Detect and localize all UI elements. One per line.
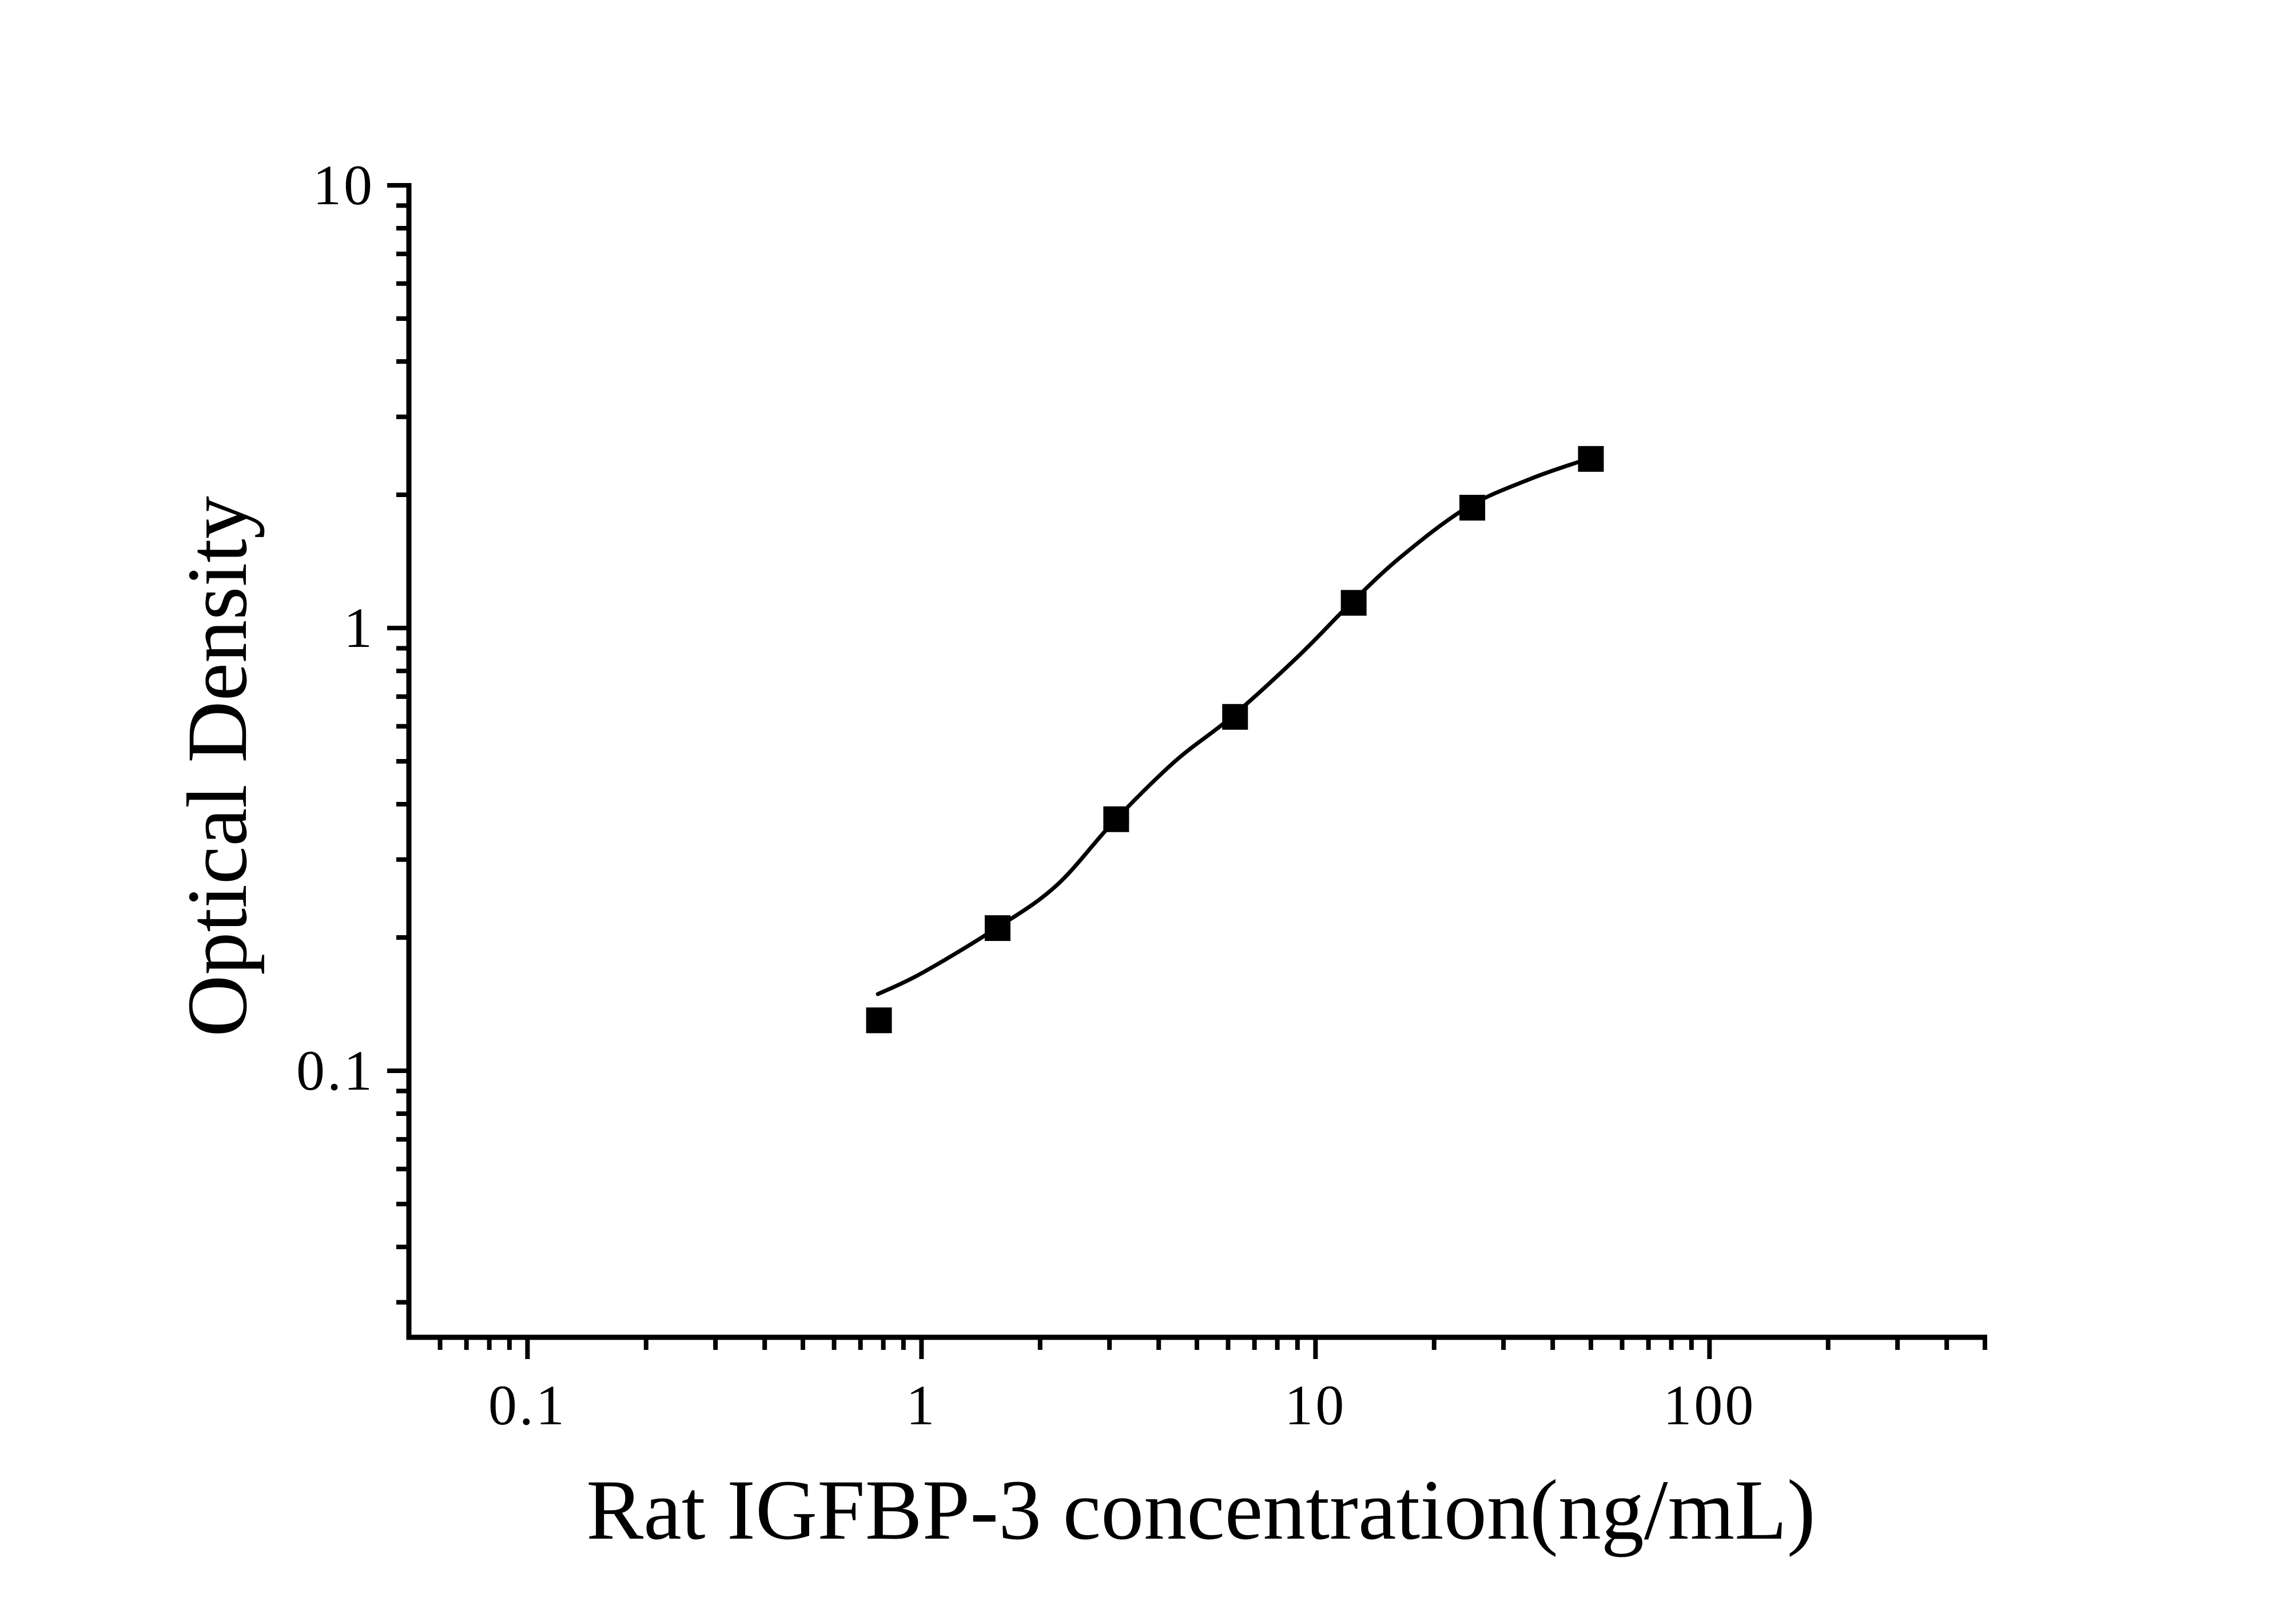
y-axis-major-ticks <box>387 183 409 1074</box>
y-tick-label: 0.1 <box>296 1039 375 1102</box>
data-point-marker <box>1340 590 1367 616</box>
y-axis-title: Optical Density <box>170 496 265 1037</box>
data-point-marker <box>1222 704 1248 730</box>
x-axis-major-ticks <box>525 1337 1712 1359</box>
data-point-marker <box>1103 806 1129 832</box>
data-point-marker <box>866 1007 892 1034</box>
x-tick-label: 100 <box>1663 1373 1756 1437</box>
data-point-marker <box>984 915 1010 941</box>
x-axis-title: Rat IGFBP-3 concentration(ng/mL) <box>586 1463 1816 1558</box>
x-tick-label: 10 <box>1284 1373 1346 1437</box>
y-tick-label: 10 <box>313 153 375 217</box>
y-axis-tick-labels: 10 1 0.1 <box>296 153 375 1102</box>
y-tick-label: 1 <box>344 596 375 660</box>
x-axis-minor-ticks <box>437 1337 1987 1350</box>
y-axis-minor-ticks <box>396 203 409 1305</box>
data-point-marker <box>1578 446 1604 472</box>
data-point-marker <box>1459 495 1486 521</box>
data-point-markers <box>866 446 1604 1034</box>
x-axis-tick-labels: 0.1 1 10 100 <box>488 1373 1756 1437</box>
x-tick-label: 0.1 <box>488 1373 567 1437</box>
x-tick-label: 1 <box>906 1373 937 1437</box>
